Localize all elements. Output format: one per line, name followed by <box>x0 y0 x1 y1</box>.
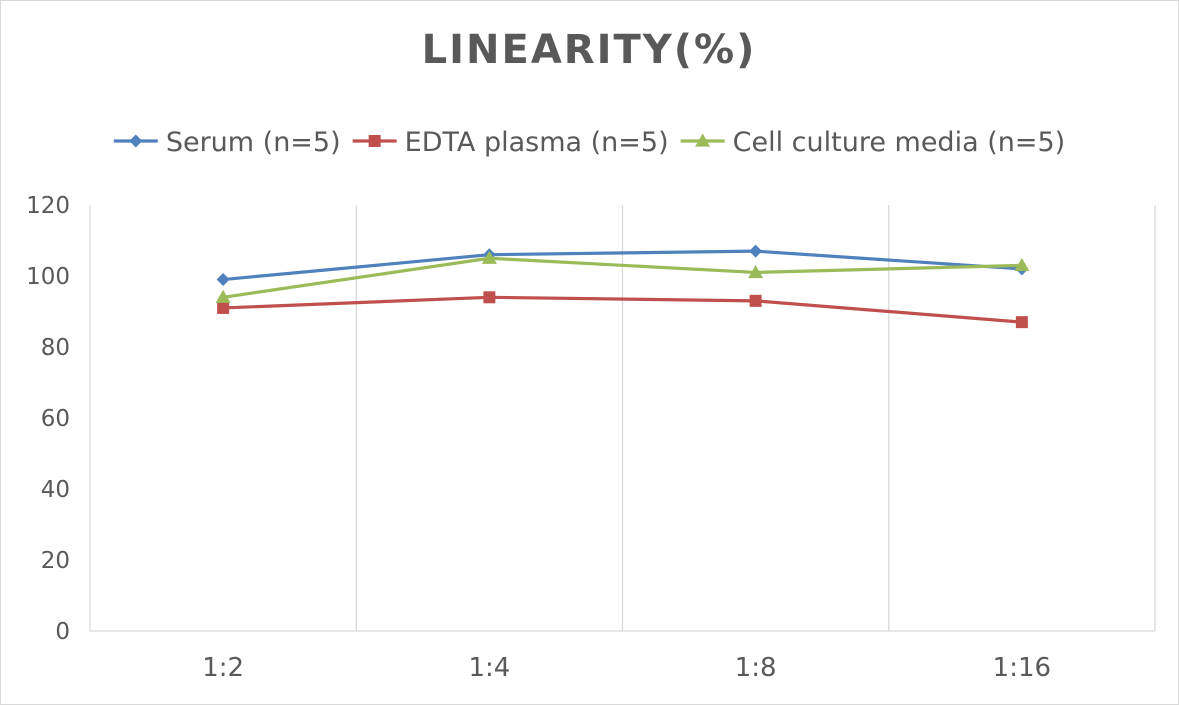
legend-marker <box>129 134 143 148</box>
data-point <box>1015 316 1028 329</box>
data-point <box>1014 257 1030 271</box>
series-line <box>221 249 1024 282</box>
chart-title: LINEARITY(%) <box>422 27 757 73</box>
legend-item-2: EDTA plasma (n=5) <box>352 127 669 158</box>
y-tick-label: 60 <box>41 406 70 432</box>
y-axis-ticks: 0 20 40 60 80 100 120 <box>26 193 70 645</box>
y-tick-label: 100 <box>26 264 70 290</box>
data-point <box>749 294 762 307</box>
legend-item-1: Serum (n=5) <box>113 127 341 158</box>
legend-label: Serum (n=5) <box>166 127 341 158</box>
y-tick-label: 0 <box>55 619 70 645</box>
series-layer <box>215 244 1030 329</box>
series-line <box>221 295 1024 324</box>
x-tick-label: 1:2 <box>202 653 244 683</box>
x-tick-label: 1:4 <box>468 653 510 683</box>
data-point <box>483 291 496 304</box>
legend-marker <box>368 135 381 147</box>
x-axis-ticks: 1:2 1:4 1:8 1:16 <box>202 653 1051 683</box>
data-point <box>481 250 497 264</box>
plot-grid <box>89 205 1156 632</box>
data-point <box>748 264 764 279</box>
legend-label: EDTA plasma (n=5) <box>405 127 669 158</box>
data-point <box>749 244 763 258</box>
data-point <box>217 301 230 314</box>
series-3 <box>215 250 1030 303</box>
data-point <box>215 289 231 303</box>
series-2 <box>217 291 1028 329</box>
data-point <box>216 273 230 287</box>
legend-marker <box>695 133 711 147</box>
y-tick-label: 40 <box>41 477 70 503</box>
y-tick-label: 120 <box>26 193 70 219</box>
legend: Serum (n=5) EDTA plasma (n=5) Cell culture… <box>113 127 1066 158</box>
x-tick-label: 1:16 <box>993 653 1051 683</box>
legend-label: Cell culture media (n=5) <box>733 127 1066 158</box>
series-line <box>221 256 1024 299</box>
legend-item-3: Cell culture media (n=5) <box>680 127 1066 158</box>
y-tick-label: 80 <box>41 335 70 361</box>
x-tick-label: 1:8 <box>735 653 777 683</box>
y-tick-label: 20 <box>41 548 70 574</box>
